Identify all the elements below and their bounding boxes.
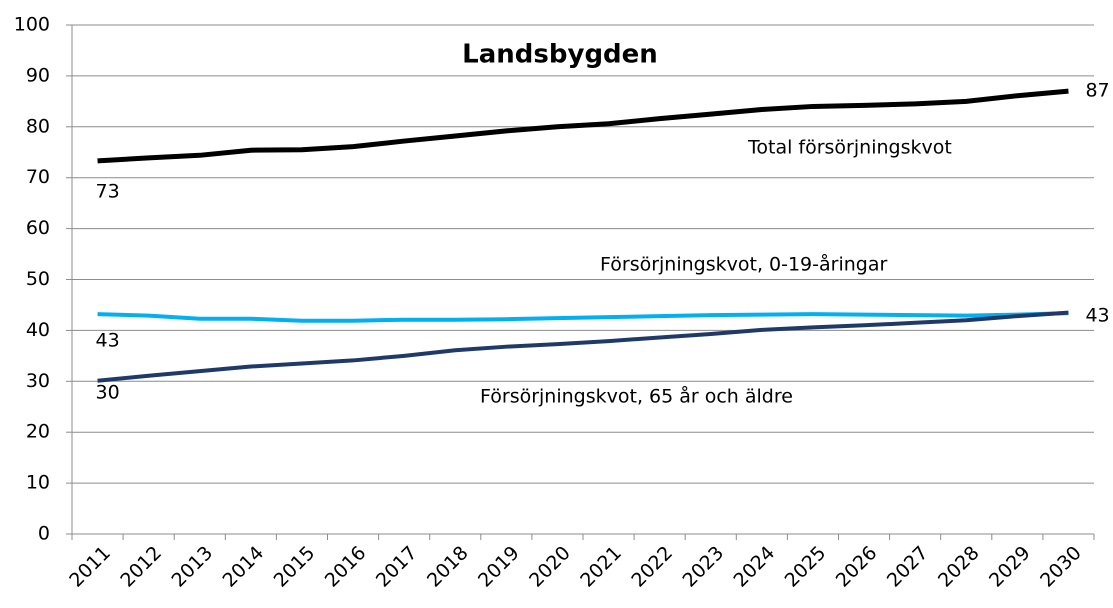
y-tick-label: 10: [26, 472, 50, 494]
y-tick-label: 60: [26, 217, 50, 239]
data-label: 87: [1085, 80, 1109, 102]
y-tick-label: 70: [26, 166, 50, 188]
series-label: Försörjningskvot, 65 år och äldre: [480, 385, 793, 408]
line-series: [97, 310, 1069, 383]
x-tick-label: 2014: [219, 542, 269, 592]
y-tick-label: 50: [26, 268, 50, 290]
y-tick-label: 40: [26, 319, 50, 341]
data-label: 43: [96, 330, 120, 352]
y-tick-label: 20: [26, 421, 50, 443]
line-series: [97, 88, 1069, 164]
x-tick-label: 2018: [423, 542, 473, 592]
x-tick-label: 2030: [1036, 542, 1086, 592]
x-tick-label: 2029: [985, 542, 1035, 592]
series-label: Försörjningskvot, 0-19-åringar: [600, 253, 887, 276]
x-tick-label: 2015: [270, 542, 320, 592]
x-tick-label: 2025: [781, 542, 831, 592]
line-series: [97, 311, 1069, 323]
x-tick-label: 2013: [167, 542, 217, 592]
x-tick-label: 2023: [678, 542, 728, 592]
y-tick-label: 80: [26, 115, 50, 137]
data-label: 43: [1085, 305, 1109, 327]
y-tick-label: 0: [38, 523, 50, 545]
y-tick-label: 100: [14, 14, 50, 36]
x-tick-label: 2024: [730, 542, 780, 592]
x-tick-label: 2028: [934, 542, 984, 592]
x-tick-label: 2017: [372, 542, 422, 592]
y-tick-label: 30: [26, 370, 50, 392]
x-tick-label: 2020: [525, 542, 575, 592]
data-label: 30: [96, 381, 120, 403]
x-tick-label: 2026: [832, 542, 882, 592]
x-tick-label: 2021: [576, 542, 626, 592]
x-tick-label: 2027: [883, 542, 933, 592]
data-label: 73: [96, 180, 120, 202]
x-tick-label: 2022: [627, 542, 677, 592]
x-tick-label: 2011: [65, 542, 115, 592]
x-tick-label: 2016: [321, 542, 371, 592]
series-label: Total försörjningskvot: [747, 137, 952, 159]
chart-title: Landsbygden: [462, 40, 658, 70]
x-tick-label: 2012: [116, 542, 166, 592]
y-tick-label: 90: [26, 64, 50, 86]
x-tick-label: 2019: [474, 542, 524, 592]
